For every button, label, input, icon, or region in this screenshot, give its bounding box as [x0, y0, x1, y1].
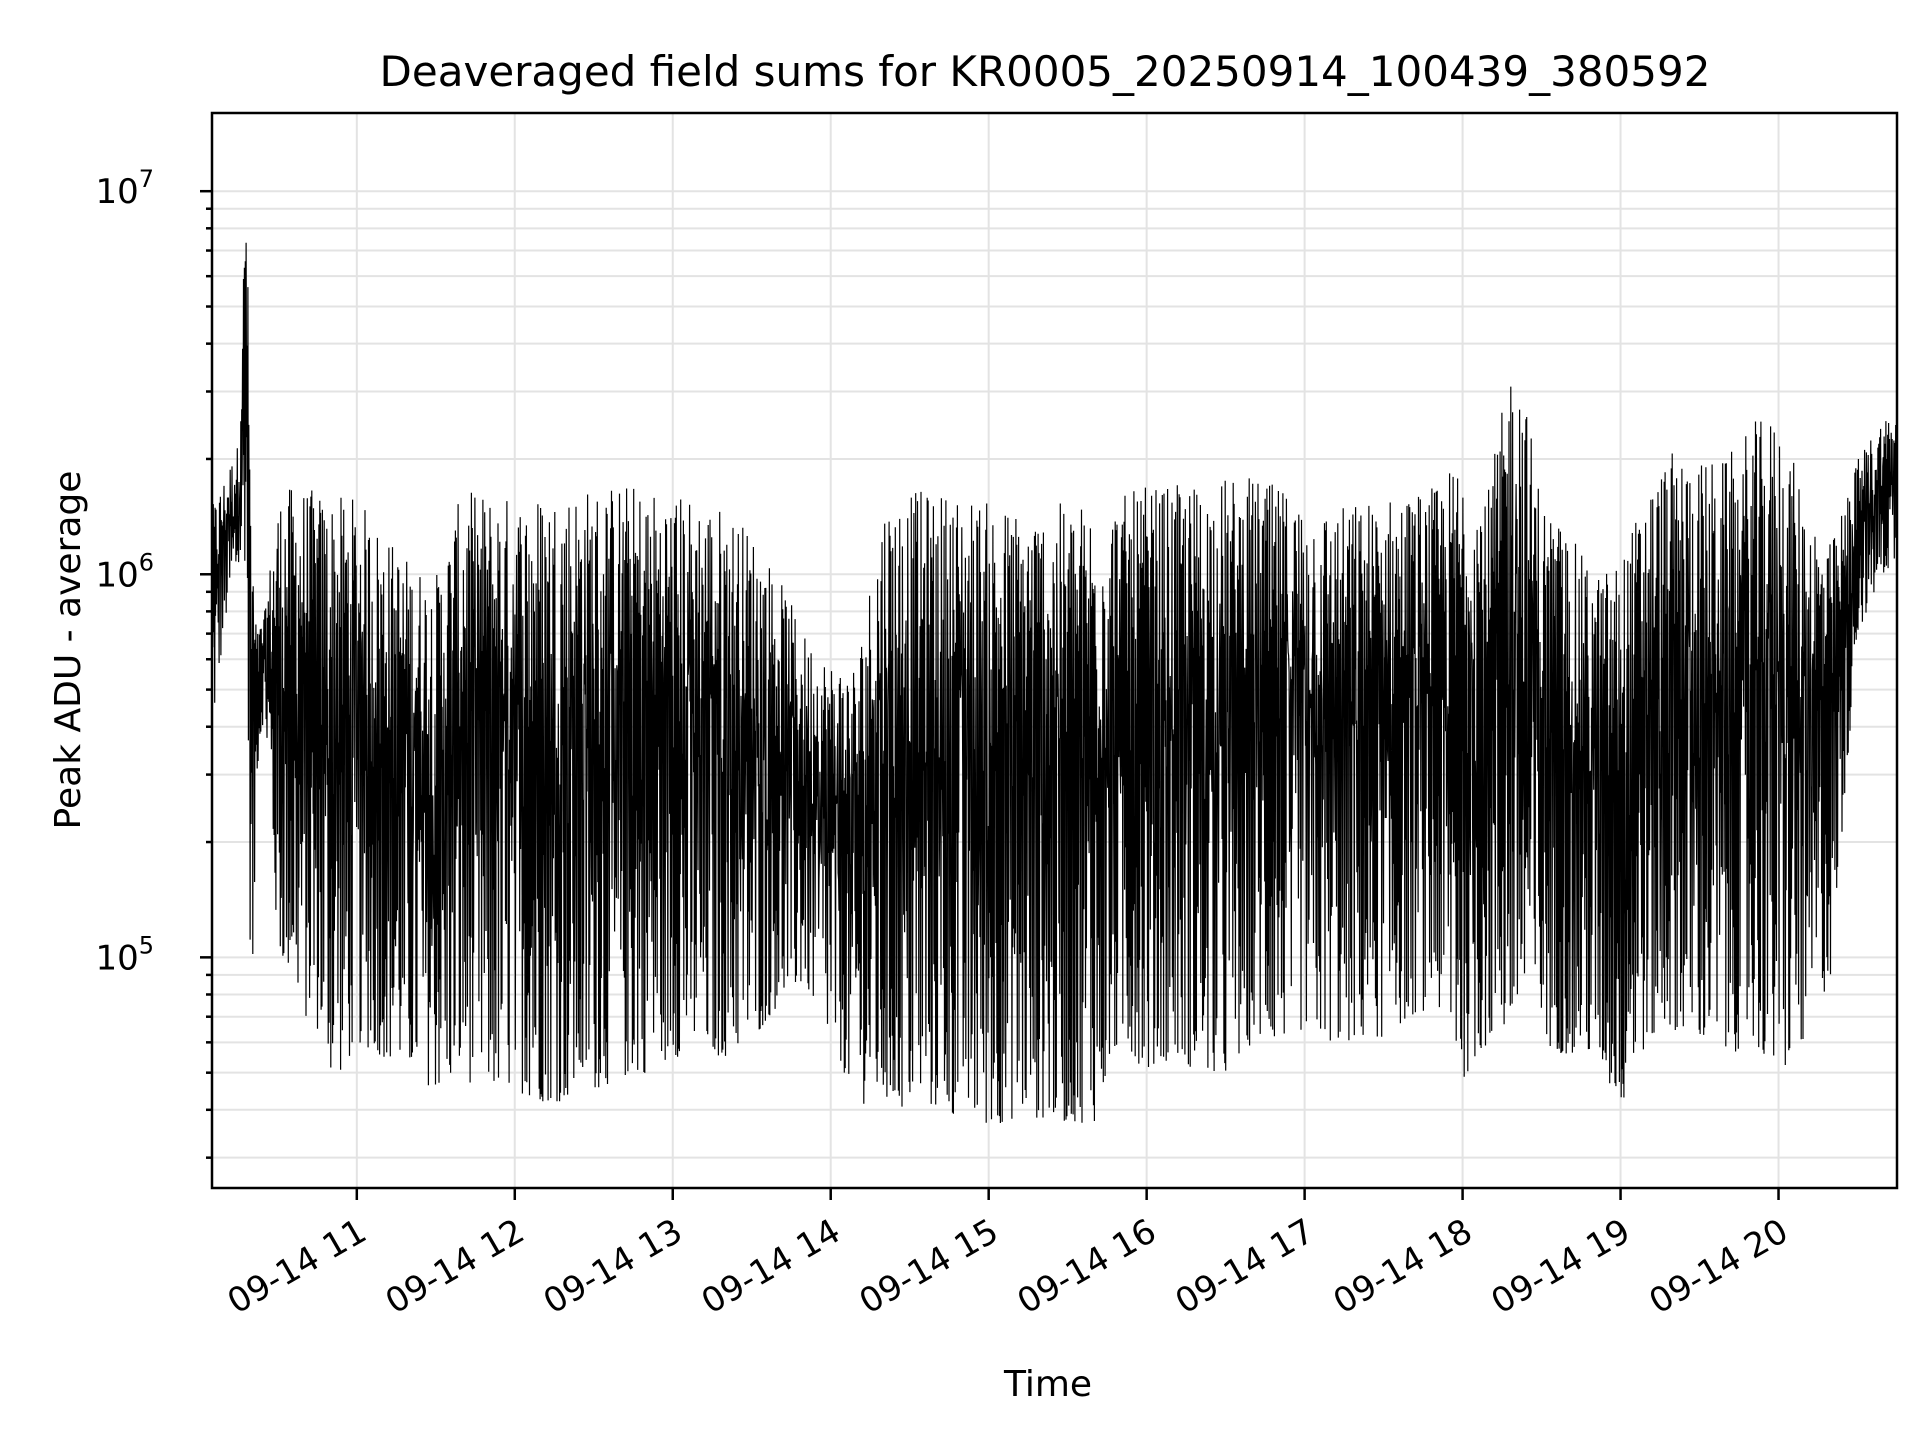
y-tick-label: 105: [95, 931, 154, 978]
y-axis-ticks: 105 106 107: [95, 165, 212, 1159]
x-tick-label: 09-14 14: [695, 1211, 847, 1322]
x-tick-label: 09-14 12: [379, 1211, 531, 1322]
x-tick-label: 09-14 15: [853, 1211, 1005, 1322]
x-axis-ticks: 09-14 11 09-14 12 09-14 13 09-14 14 09-14 15…: [221, 1188, 1795, 1322]
series-line: [211, 242, 1898, 1124]
plot-frame: [210, 111, 1899, 1190]
x-tick-label: 09-14 20: [1643, 1211, 1795, 1322]
y-tick-label: 106: [95, 548, 154, 595]
x-tick-label: 09-14 13: [537, 1211, 689, 1322]
y-tick-label: 107: [95, 165, 154, 212]
chart-title: Deaveraged field sums for KR0005_2025091…: [380, 47, 1711, 96]
x-tick-label: 09-14 11: [221, 1211, 373, 1322]
x-axis-label: Time: [1003, 1364, 1092, 1405]
x-tick-label: 09-14 19: [1485, 1211, 1637, 1322]
x-tick-label: 09-14 18: [1327, 1211, 1479, 1322]
x-tick-label: 09-14 17: [1169, 1211, 1321, 1322]
x-tick-label: 09-14 16: [1011, 1211, 1163, 1322]
plot-data: [211, 242, 1898, 1124]
y-axis-label: Peak ADU - average: [48, 471, 89, 830]
